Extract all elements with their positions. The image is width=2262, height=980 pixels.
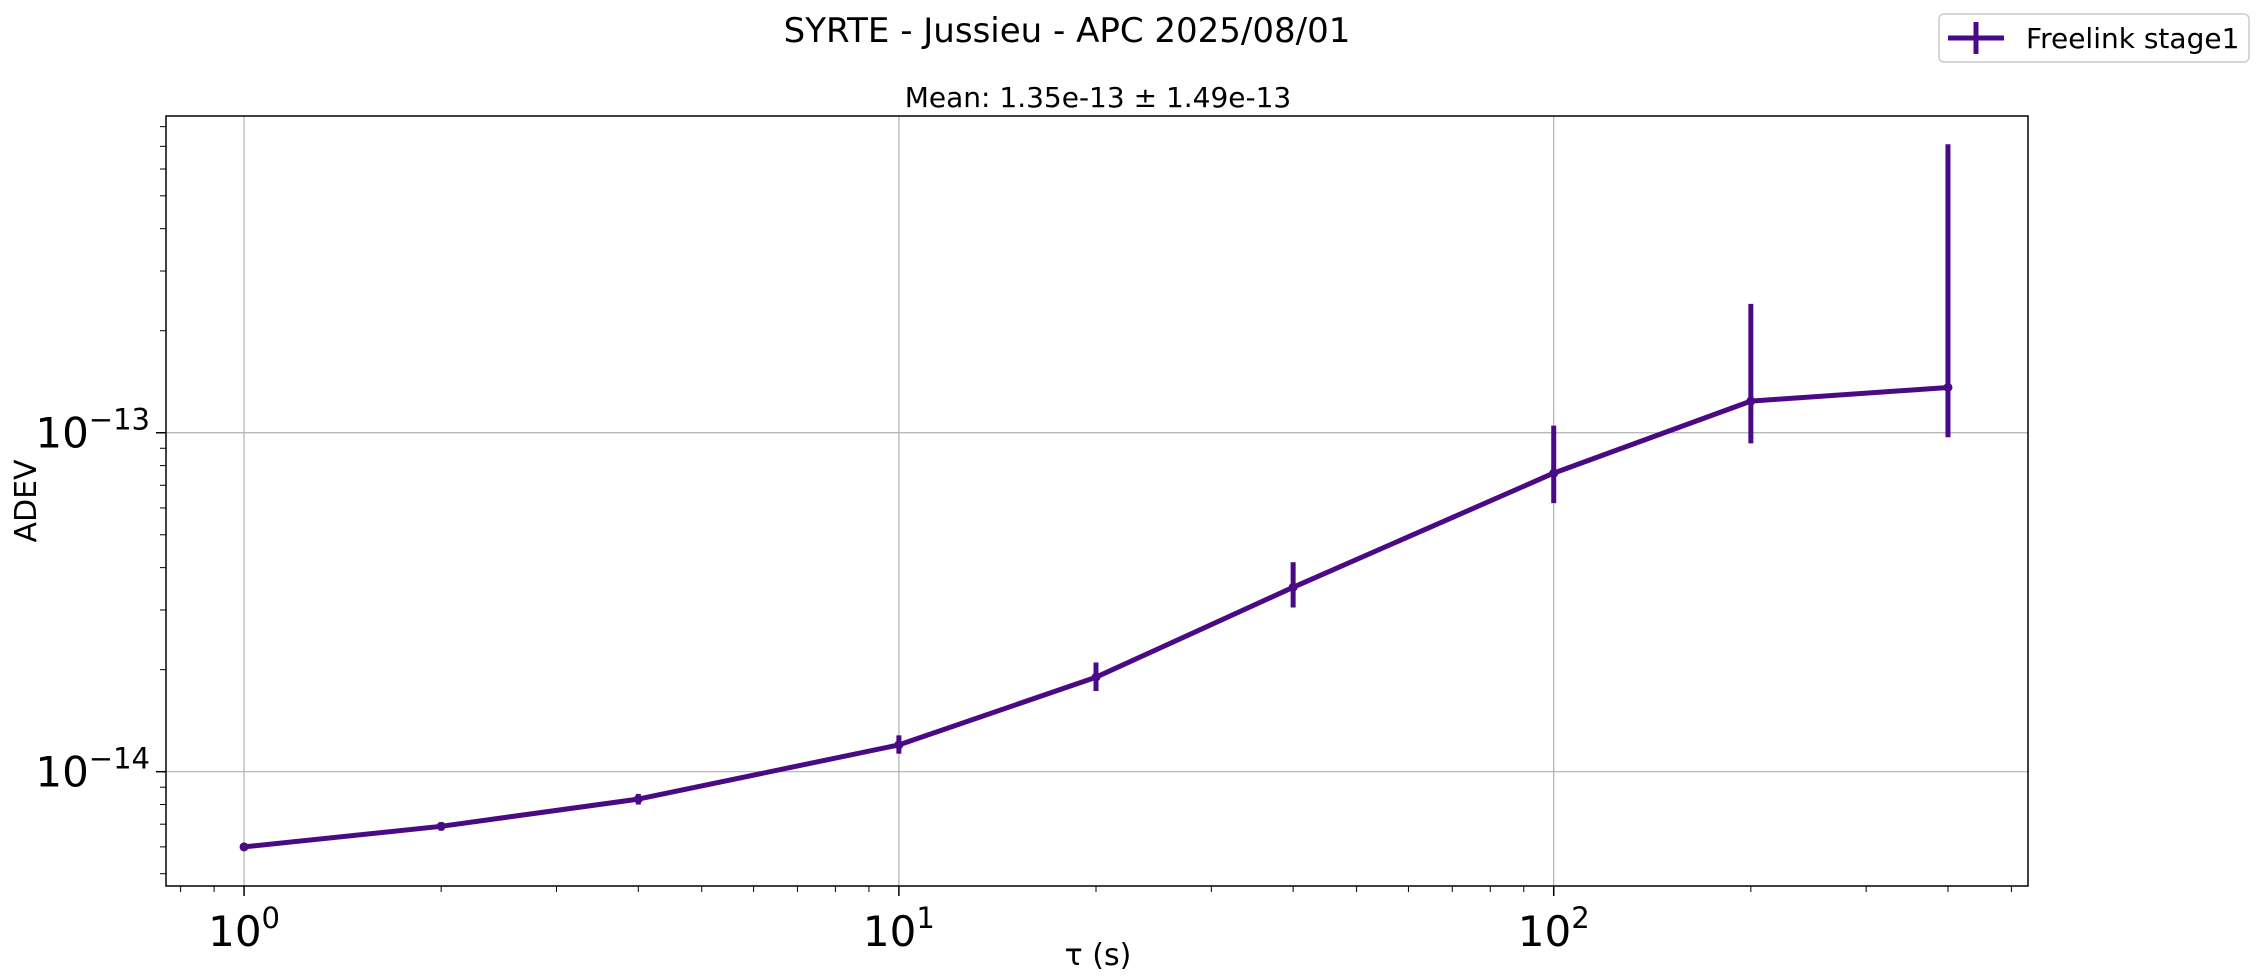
- x-axis-ticks: 100 101 102: [208, 886, 1590, 956]
- data-point: [894, 740, 904, 750]
- minor-ticks: [160, 126, 2012, 892]
- data-point: [1549, 468, 1559, 478]
- data-point: [1091, 672, 1101, 682]
- grid-layer: [166, 116, 2028, 886]
- series-line: [241, 385, 1951, 850]
- y-axis-label: ADEV: [9, 459, 44, 543]
- data-point: [1746, 396, 1756, 406]
- legend-box: [1938, 13, 2250, 63]
- chart-title: SYRTE - Jussieu - APC 2025/08/01: [784, 11, 1351, 51]
- data-point: [239, 842, 249, 852]
- legend-label: Freelink stage1: [2026, 22, 2239, 55]
- chart-subtitle: Mean: 1.35e-13 ± 1.49e-13: [905, 81, 1292, 114]
- series-layer: [239, 144, 1953, 852]
- legend: Freelink stage1: [1938, 13, 2250, 63]
- data-point: [436, 821, 446, 831]
- x-tick-label: 102: [1518, 901, 1590, 956]
- y-tick-label: 10−13: [35, 403, 150, 458]
- data-point: [633, 794, 643, 804]
- x-tick-label: 100: [208, 901, 280, 956]
- data-point: [1288, 582, 1298, 592]
- x-axis-label: τ (s): [1065, 938, 1132, 973]
- plot-frame: [165, 115, 2029, 887]
- y-tick-label: 10−14: [35, 742, 150, 797]
- x-tick-label: 101: [863, 901, 935, 956]
- y-axis-ticks: 10−14 10−13: [35, 403, 166, 797]
- data-point: [1943, 382, 1953, 392]
